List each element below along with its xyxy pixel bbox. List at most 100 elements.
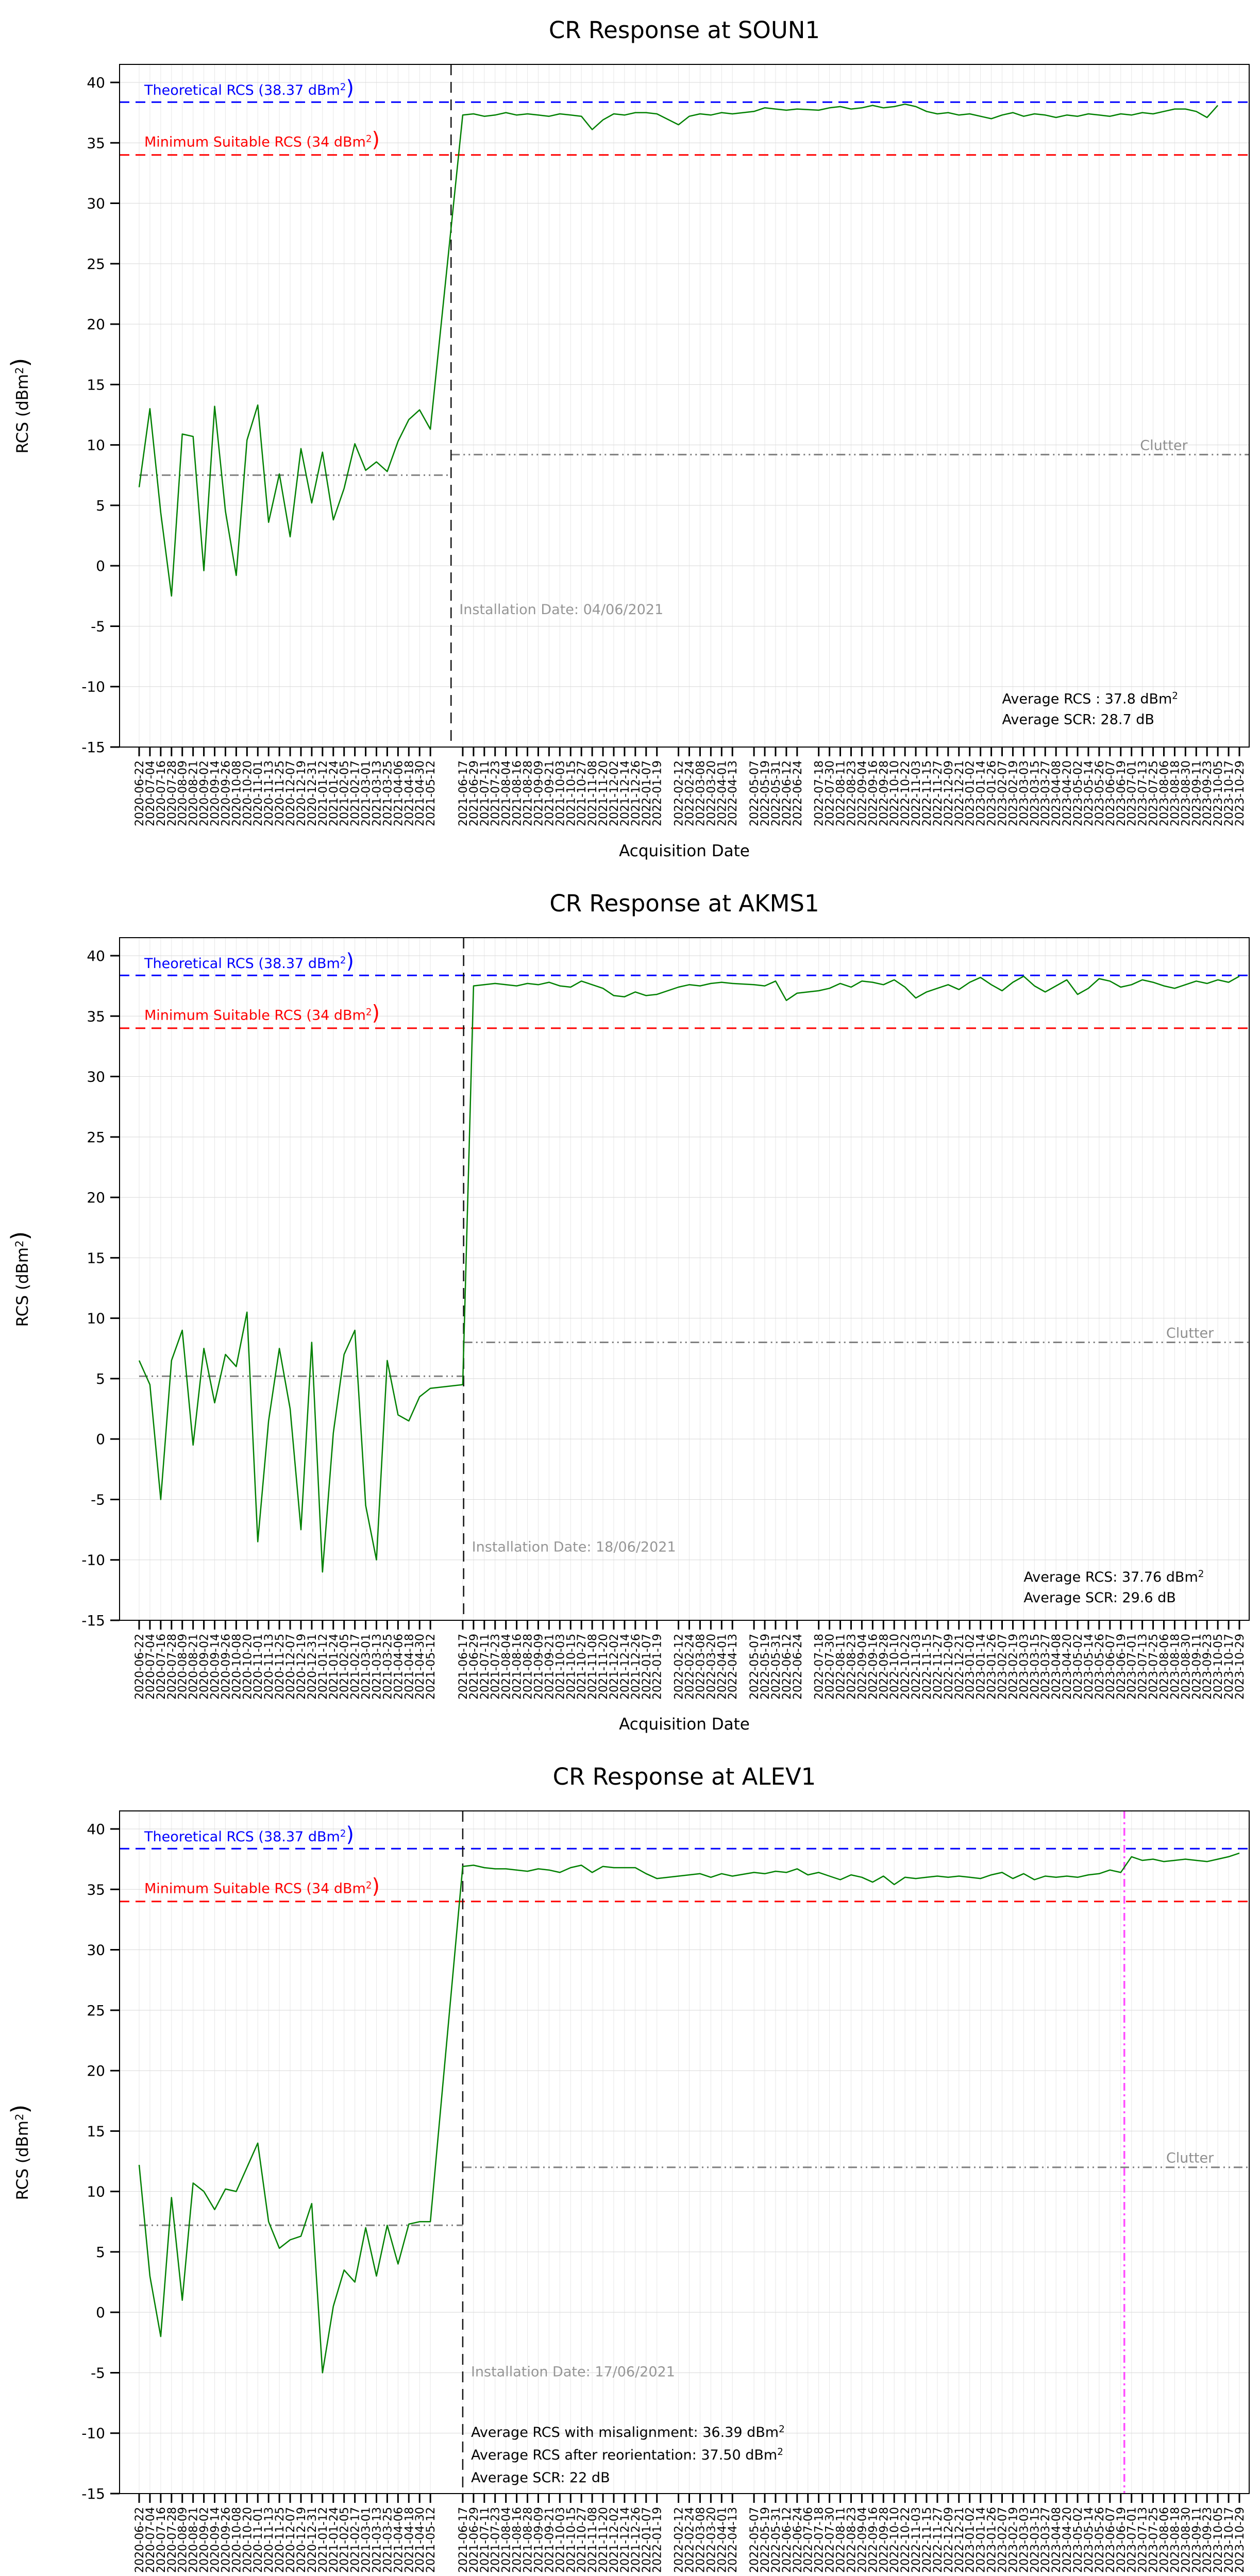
x-tick-label: 2021-06-29 [468,760,481,826]
x-tick-label: 2022-11-03 [910,760,923,826]
x-tick-label: 2023-01-02 [964,1634,977,1700]
y-tick-label: 10 [87,1310,105,1327]
x-tick-label: 2021-12-26 [630,760,643,826]
x-tick-label: 2020-12-19 [295,760,308,826]
x-tick-label: 2021-02-17 [349,760,362,826]
x-tick-label: 2021-07-11 [479,2507,492,2573]
x-tick-label: 2023-07-13 [1137,1634,1150,1700]
x-tick-label: 2020-09-26 [220,2507,233,2573]
x-tick-label: 2022-09-16 [867,760,880,826]
x-tick-label: 2022-02-24 [684,1634,697,1700]
x-tick-label: 2020-06-22 [133,1634,146,1700]
x-tick-label: 2020-11-25 [274,2507,287,2573]
x-tick-label: 2023-09-23 [1201,760,1214,826]
x-tick-label: 2021-11-08 [586,2507,599,2573]
x-tick-label: 2023-09-11 [1190,2507,1203,2573]
x-tick-label: 2023-06-07 [1104,760,1117,826]
average-annotation-line: Average RCS : 37.8 dBm2 [1002,691,1178,707]
minimum-rcs-label: Minimum Suitable RCS (34 dBm2) [144,128,380,152]
x-tick-label: 2020-07-04 [144,2507,157,2573]
x-tick-label: 2020-06-22 [133,2507,146,2573]
x-tick-label: 2023-04-08 [1050,2507,1063,2573]
x-tick-label: 2023-01-26 [986,2507,999,2573]
x-tick-label: 2022-05-07 [748,2507,761,2573]
x-tick-label: 2022-05-31 [770,1634,783,1700]
x-tick-label: 2023-09-23 [1201,1634,1214,1700]
theoretical-rcs-label: Theoretical RCS (38.37 dBm2) [144,76,354,100]
x-tick-label: 2022-01-07 [641,760,653,826]
x-tick-label: 2023-07-13 [1137,2507,1150,2573]
x-tick-label: 2021-12-14 [619,2507,632,2573]
plot-border [119,937,1250,1621]
x-tick-label: 2023-06-07 [1104,2507,1117,2573]
x-tick-label: 2020-07-28 [166,1634,179,1700]
x-tick-label: 2020-11-13 [263,1634,276,1700]
x-tick-label: 2023-06-19 [1115,760,1128,826]
x-tick-label: 2021-10-15 [565,1634,578,1700]
x-tick-label: 2020-08-21 [188,1634,200,1700]
x-tick-label: 2023-10-17 [1223,1634,1236,1700]
x-tick-label: 2022-05-07 [748,1634,761,1700]
x-tick-label: 2021-10-03 [554,760,567,826]
x-tick-label: 2023-02-07 [997,760,1010,826]
x-tick-label: 2023-03-03 [1018,1634,1031,1700]
x-tick-label: 2023-06-19 [1115,2507,1128,2573]
x-tick-label: 2020-12-07 [284,2507,297,2573]
chart-block-alev1: CR Response at ALEV1 40 35 30 25 20 15 10 5 0 -5 -… [0,1747,1260,2576]
y-tick-label: 10 [87,2183,105,2200]
x-tick-label: 2023-04-20 [1061,1634,1074,1700]
x-tick-label: 2020-11-13 [263,760,276,826]
x-tick-label: 2022-10-22 [899,2507,912,2573]
x-tick-label: 2023-07-01 [1126,760,1139,826]
x-tick-label: 2022-07-30 [824,1634,837,1700]
x-tick-label: 2023-03-03 [1018,2507,1031,2573]
x-tick-label: 2021-11-20 [597,2507,610,2573]
x-tick-label: 2021-08-16 [511,760,524,826]
x-tick-label: 2022-05-19 [759,2507,772,2573]
x-tick-label: 2021-08-04 [500,2507,513,2573]
x-tick-label: 2022-02-12 [673,760,686,826]
y-tick-label: 5 [96,497,105,514]
x-tick-label: 2020-10-08 [230,1634,243,1700]
x-tick-label: 2022-03-20 [705,1634,718,1700]
x-tick-label: 2022-07-06 [802,2507,815,2573]
y-tick-label: -10 [81,1552,105,1569]
plot-border [119,1810,1250,2494]
y-tick-label: 10 [87,437,105,454]
y-tick-label: -10 [81,2425,105,2442]
average-annotation-line: Average SCR: 28.7 dB [1002,712,1154,728]
chart-block-soun1: CR Response at SOUN1 40 35 30 25 20 15 10 5 0 -5 -… [0,0,1260,873]
y-tick-label: 40 [87,947,105,964]
x-tick-label: 2022-04-01 [716,2507,729,2573]
x-tick-label: 2023-08-18 [1169,1634,1182,1700]
x-tick-label: 2021-01-12 [317,1634,330,1700]
x-tick-label: 2021-03-25 [381,1634,394,1700]
x-tick-label: 2023-06-19 [1115,1634,1128,1700]
y-tick-label: 20 [87,1189,105,1206]
x-tick-label: 2022-08-11 [835,2507,848,2573]
x-tick-label: 2020-07-28 [166,2507,179,2573]
theoretical-rcs-label: Theoretical RCS (38.37 dBm2) [144,1823,354,1846]
x-tick-label: 2021-08-28 [522,1634,535,1700]
y-tick-label: 40 [87,74,105,91]
y-tick-label: 30 [87,1069,105,1086]
x-tick-label: 2020-09-14 [209,1634,222,1700]
x-tick-label: 2023-01-14 [975,2507,988,2573]
x-tick-label: 2022-02-24 [684,760,697,826]
x-tick-label: 2021-07-11 [479,760,492,826]
x-tick-label: 2022-06-12 [781,1634,794,1700]
grid [120,1811,1249,2494]
chart-title: CR Response at ALEV1 [553,1763,816,1790]
x-tick-label: 2022-02-24 [684,2507,697,2573]
x-tick-label: 2021-10-15 [565,760,578,826]
x-tick-label: 2023-01-02 [964,760,977,826]
x-tick-label: 2021-03-25 [381,2507,394,2573]
x-tick-label: 2021-04-06 [392,760,405,826]
x-tick-label: 2021-02-17 [349,2507,362,2573]
x-tick-label: 2021-09-21 [543,1634,556,1700]
x-tick-label: 2022-01-19 [651,760,664,826]
y-tick-label: 5 [96,2244,105,2261]
x-tick-label: 2022-07-18 [813,2507,826,2573]
y-tick-label: -15 [81,2485,105,2502]
